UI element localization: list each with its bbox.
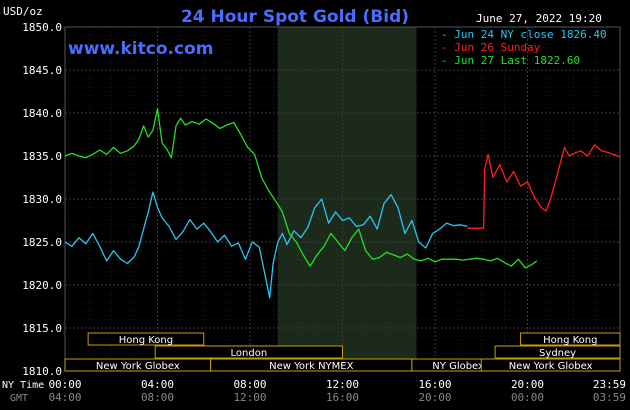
x-tick-label-ny: 08:00 [233, 378, 266, 391]
session-label: Hong Kong [119, 335, 173, 346]
y-tick-label: 1835.0 [22, 150, 62, 163]
x-tick-label-gmt: 08:00 [141, 391, 174, 404]
y-tick-label: 1840.0 [22, 107, 62, 120]
x-tick-label-gmt: 12:00 [233, 391, 266, 404]
x-tick-label-ny: 20:00 [511, 378, 544, 391]
timestamp: June 27, 2022 19:20 [476, 12, 602, 25]
session-label: London [231, 348, 268, 359]
x-tick-label-gmt: 16:00 [326, 391, 359, 404]
x-tick-label-ny: 23:59 [593, 378, 626, 391]
series-line-3 [64, 108, 538, 269]
session-label: New York Globex [96, 361, 180, 372]
legend-entry-2: - Jun 26 Sunday [441, 41, 541, 54]
y-tick-label: 1845.0 [22, 64, 62, 77]
session-bar [520, 332, 621, 346]
series-lines [64, 108, 621, 299]
session-bar [87, 332, 205, 346]
session-label: NY Globex [432, 361, 484, 372]
x-tick-label-ny: 04:00 [141, 378, 174, 391]
website-link[interactable]: www.kitco.com [68, 39, 214, 59]
y-tick-label: 1830.0 [22, 193, 62, 206]
x-tick-label-gmt: 20:00 [418, 391, 451, 404]
x-tick-label-ny: 16:00 [418, 378, 451, 391]
session-label: New York NYMEX [269, 361, 354, 372]
session-bar [154, 345, 343, 359]
chart-title: 24 Hour Spot Gold (Bid) [181, 7, 409, 27]
x-tick-label-gmt: 04:00 [48, 391, 81, 404]
y-tick-label: 1815.0 [22, 322, 62, 335]
y-tick-label: 1850.0 [22, 21, 62, 34]
x-tick-label-ny: 12:00 [326, 378, 359, 391]
ny-time-label: NY Time [2, 380, 44, 391]
legend-entry-3: - Jun 27 Last 1822.60 [441, 54, 580, 67]
x-axis-ticks: 00:0004:0004:0008:0008:0012:0012:0016:00… [48, 378, 626, 404]
series-line-1 [64, 191, 468, 299]
legend: - Jun 24 NY close 1826.40- Jun 26 Sunday… [441, 28, 607, 67]
market-sessions: Hong Kong London New York Globex New York N… [64, 332, 621, 372]
series-line-2 [467, 144, 621, 229]
y-axis-ticks: 1850.0 1845.0 1840.0 1835.0 1830.0 1825.0 1820… [22, 21, 62, 378]
session-bar [480, 358, 621, 372]
session-label: Hong Kong [543, 335, 597, 346]
y-axis-label: USD/oz [3, 5, 43, 18]
y-tick-label: 1825.0 [22, 236, 62, 249]
session-label: New York Globex [509, 361, 593, 372]
session-label: Sydney [539, 348, 576, 359]
x-tick-label-ny: 00:00 [48, 378, 81, 391]
session-bar [494, 345, 621, 359]
x-tick-label-gmt: 03:59 [593, 391, 626, 404]
gmt-label: GMT [10, 393, 28, 404]
y-tick-label: 1820.0 [22, 279, 62, 292]
y-tick-label: 1810.0 [22, 365, 62, 378]
x-tick-label-gmt: 00:00 [511, 391, 544, 404]
legend-entry-1: - Jun 24 NY close 1826.40 [441, 28, 607, 41]
